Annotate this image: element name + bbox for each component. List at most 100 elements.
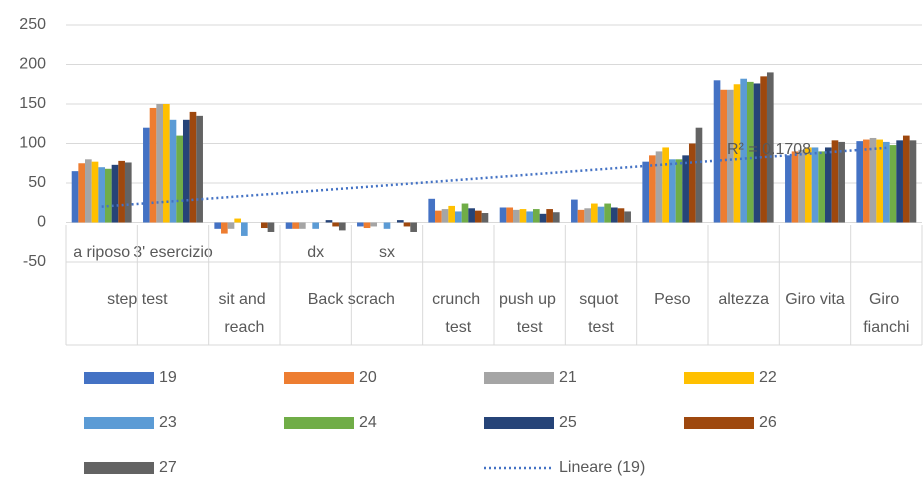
bar (124, 162, 132, 223)
bar (740, 78, 747, 223)
bar (299, 222, 306, 229)
legend-swatch (84, 417, 154, 429)
bar (526, 211, 533, 223)
bar (292, 222, 300, 229)
bar (143, 127, 150, 223)
group-label: crunch test (432, 291, 484, 336)
legend-label: 27 (159, 459, 177, 476)
x-tick-label: dx (307, 244, 324, 261)
bar (214, 222, 222, 229)
legend-label: 20 (359, 369, 377, 386)
x-tick-label: a riposo (73, 244, 130, 261)
bar (474, 210, 482, 223)
bar (713, 80, 721, 223)
bar (675, 159, 683, 223)
legend-swatch (84, 372, 154, 384)
bar (811, 147, 819, 223)
bar (448, 205, 456, 223)
bar (461, 203, 469, 223)
bar (468, 208, 475, 223)
bar (519, 209, 527, 223)
bar (889, 145, 897, 223)
bar (831, 140, 839, 223)
bar (363, 222, 371, 229)
bar (863, 139, 870, 223)
bar (182, 119, 190, 223)
bar (727, 89, 734, 223)
bar (584, 208, 592, 223)
legend-swatch (284, 417, 354, 429)
bar (196, 115, 203, 223)
legend-swatch (84, 462, 154, 474)
legend-label: Lineare (19) (559, 459, 645, 476)
legend-label: 23 (159, 414, 177, 431)
bar (71, 171, 79, 223)
trendline (101, 146, 887, 208)
group-label: step test (107, 291, 168, 308)
bar (312, 222, 319, 229)
bar (85, 159, 92, 223)
bar (221, 222, 228, 234)
bar (78, 163, 86, 223)
bar (441, 209, 449, 223)
bar (688, 143, 696, 223)
bar (856, 141, 864, 223)
bar (662, 147, 670, 223)
bar (499, 207, 507, 223)
bar (410, 222, 417, 232)
bar (169, 119, 177, 223)
legend-label: 21 (559, 369, 577, 386)
bar (760, 76, 767, 223)
bar (98, 167, 105, 223)
bar (785, 155, 792, 223)
bar (610, 207, 618, 223)
legend-swatch (484, 417, 554, 429)
bar (552, 212, 560, 223)
bar (539, 213, 547, 223)
x-tick-label: sx (379, 244, 395, 261)
legend-label: 22 (759, 369, 777, 386)
bar (260, 222, 268, 229)
bar (91, 161, 99, 223)
bar (455, 211, 462, 223)
bar (403, 222, 411, 227)
bar (720, 89, 728, 223)
y-tick-label: 100 (19, 135, 46, 152)
group-label: Giro fianchi (863, 291, 909, 336)
legend-label: 26 (759, 414, 777, 431)
x-tick-label: 3' esercizio (133, 244, 213, 261)
legend-swatch (484, 372, 554, 384)
bar (753, 83, 761, 223)
bar (624, 211, 631, 223)
bar (746, 81, 754, 223)
bar (104, 168, 112, 223)
group-label: push up test (499, 291, 560, 336)
bar (909, 140, 917, 223)
bar (111, 164, 119, 223)
bar (118, 160, 125, 223)
bar (669, 159, 676, 223)
bar (428, 198, 436, 223)
bar (227, 222, 235, 229)
bar (571, 199, 578, 223)
bar (532, 209, 540, 223)
y-tick-label: -50 (23, 253, 46, 270)
bar (332, 222, 339, 227)
y-tick-label: 250 (19, 16, 46, 33)
bar (370, 222, 378, 227)
bar (642, 161, 650, 223)
bar (546, 209, 553, 223)
bar (617, 208, 625, 223)
bar (577, 209, 585, 223)
bar (325, 220, 333, 223)
y-tick-label: 0 (37, 214, 46, 231)
group-label: altezza (718, 291, 769, 308)
bar (838, 141, 845, 223)
bar (357, 222, 364, 227)
bar (156, 104, 164, 223)
bar (506, 207, 514, 223)
group-label: squot test (579, 291, 623, 336)
bar (597, 206, 605, 223)
bar (818, 151, 825, 223)
legend-swatch (684, 417, 754, 429)
